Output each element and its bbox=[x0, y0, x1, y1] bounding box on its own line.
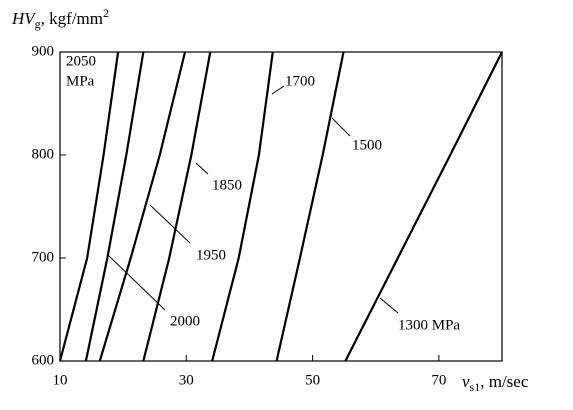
y-label-unit: , kgf/mm bbox=[41, 9, 103, 28]
curve-label: MPa bbox=[66, 73, 95, 89]
y-tick-label: 800 bbox=[32, 146, 55, 162]
y-label-sub: g bbox=[35, 17, 41, 31]
curve bbox=[98, 51, 187, 362]
leader-line bbox=[149, 204, 191, 244]
leader-line bbox=[271, 85, 285, 95]
plot-frame bbox=[59, 51, 503, 362]
curve-label: 1500 bbox=[352, 137, 382, 153]
curve-label: 1300 MPa bbox=[398, 317, 460, 333]
y-label-sup: 2 bbox=[103, 6, 109, 20]
y-tick-label: 700 bbox=[32, 249, 55, 265]
curve bbox=[84, 51, 145, 362]
leader-line bbox=[107, 254, 166, 311]
curve-label: 1950 bbox=[196, 247, 226, 263]
y-tick-label: 900 bbox=[32, 43, 55, 59]
x-tick-label: 50 bbox=[305, 372, 320, 388]
leader-line bbox=[195, 162, 209, 175]
leader-line bbox=[379, 297, 399, 314]
x-axis-label: vs1, m/sec bbox=[462, 372, 529, 394]
x-tick-label: 30 bbox=[179, 372, 194, 388]
y-label-main: HV bbox=[11, 9, 37, 28]
x-tick-label: 70 bbox=[431, 372, 446, 388]
x-label-unit: , m/sec bbox=[480, 372, 529, 391]
x-label-sub: s1 bbox=[470, 380, 481, 394]
y-tick-label: 600 bbox=[32, 352, 55, 368]
curve bbox=[58, 51, 120, 362]
curve bbox=[344, 51, 503, 362]
curve-label: 2050 bbox=[66, 53, 96, 69]
curve bbox=[211, 51, 274, 362]
curve-label: 1850 bbox=[212, 177, 242, 193]
x-tick-label: 10 bbox=[53, 372, 68, 388]
curve-label: 2000 bbox=[170, 313, 200, 329]
leader-line bbox=[331, 117, 351, 137]
curve bbox=[275, 51, 345, 362]
x-label-main: v bbox=[462, 372, 470, 391]
curve bbox=[142, 51, 212, 362]
curve-label: 1700 bbox=[285, 73, 315, 89]
y-axis-label: HVg, kgf/mm2 bbox=[11, 6, 109, 31]
